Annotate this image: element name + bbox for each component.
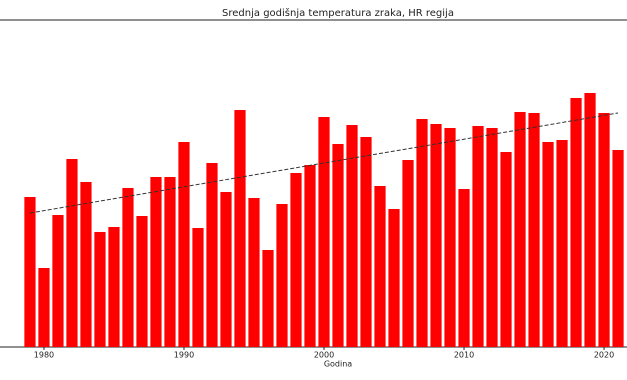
bar (402, 160, 414, 347)
bar (192, 228, 204, 347)
bar (80, 182, 92, 347)
bar (24, 197, 36, 347)
bar (304, 165, 316, 347)
bar (276, 204, 288, 347)
bar (388, 209, 400, 347)
bar (486, 128, 498, 347)
bar (248, 198, 260, 347)
bar (220, 192, 232, 347)
bar (150, 177, 162, 347)
bar (360, 137, 372, 347)
bar (234, 110, 246, 347)
bar (612, 150, 624, 347)
bar (108, 227, 120, 347)
bar (570, 98, 582, 347)
chart-title: Srednja godišnja temperatura zraka, HR r… (222, 7, 454, 19)
bar (542, 142, 554, 347)
bar (332, 144, 344, 347)
bar (458, 189, 470, 347)
x-tick-label: 1980 (34, 351, 54, 360)
bar (556, 140, 568, 347)
bar (290, 173, 302, 347)
x-tick-label: 2010 (454, 351, 474, 360)
x-tick-label: 1990 (174, 351, 194, 360)
bar (528, 113, 540, 347)
bar (598, 113, 610, 347)
bar (206, 163, 218, 347)
bar (66, 159, 78, 347)
bar (430, 124, 442, 347)
x-axis-label: Godina (324, 360, 352, 369)
bar (584, 93, 596, 347)
bar (122, 188, 134, 347)
bar (472, 126, 484, 347)
x-tick-label: 2000 (314, 351, 334, 360)
bar (178, 142, 190, 347)
bar (94, 232, 106, 347)
bar (416, 119, 428, 347)
bar (318, 117, 330, 347)
bar (52, 215, 64, 347)
bar (38, 268, 50, 347)
bar (164, 177, 176, 347)
bar (346, 125, 358, 347)
bar (374, 186, 386, 347)
bar (500, 152, 512, 347)
bar (262, 250, 274, 347)
trend-line (29, 112, 619, 214)
bar (136, 216, 148, 347)
bar (444, 128, 456, 347)
bar (514, 112, 526, 347)
x-tick-label: 2020 (594, 351, 614, 360)
